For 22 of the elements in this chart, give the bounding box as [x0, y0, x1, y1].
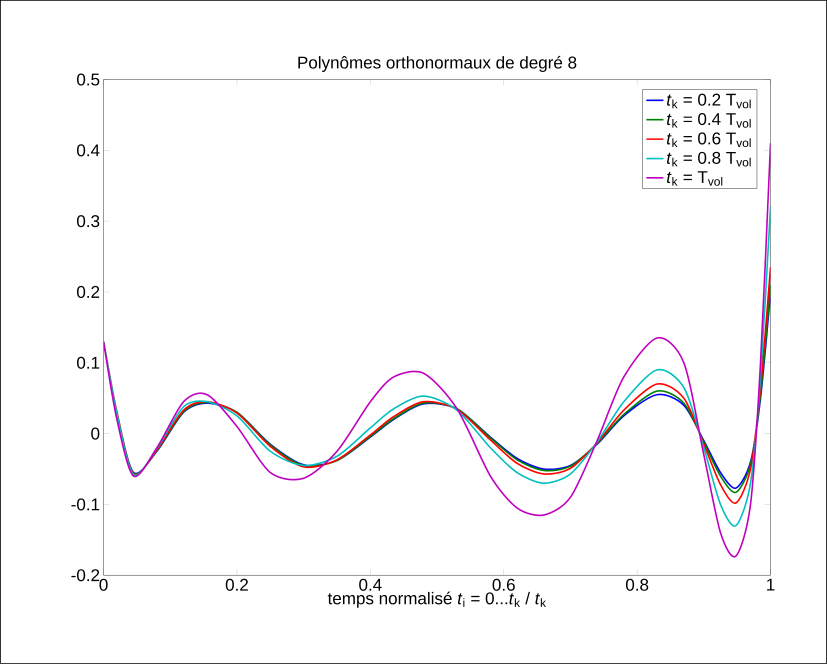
x-tick-label: 0	[99, 578, 108, 591]
y-tick-label: 0	[91, 428, 100, 440]
x-tick-label: 1	[767, 578, 774, 591]
x-tick-label: 0.6	[492, 578, 515, 591]
y-tick-label: 0.3	[77, 215, 100, 228]
legend-label: t$_{k}$ = 0.4 T$_{vol}$	[667, 113, 751, 128]
line-series	[104, 206, 771, 527]
chart-title: Polynômes orthonormaux de degré 8	[298, 56, 576, 72]
y-tick-label: -0.2	[71, 569, 100, 582]
x-tick-label: 0.4	[359, 578, 382, 591]
legend-label: t$_{k}$ = 0.8 T$_{vol}$	[667, 152, 751, 167]
y-tick-label: -0.1	[71, 498, 100, 511]
y-tick-label: 0.2	[77, 286, 100, 298]
text: temps normalisé t$_{i}$ = 0...t$_{k}$ / t$_{k}$	[328, 592, 546, 608]
y-tick-label: 0.5	[77, 74, 100, 86]
x-tick-label: 0.2	[226, 578, 248, 591]
y-tick-label: 0.1	[77, 356, 100, 369]
legend-label: t$_{k}$ = 0.6 T$_{vol}$	[667, 132, 751, 148]
x-tick-label: 0.8	[626, 578, 648, 591]
legend-label: t$_{k}$ = 0.2 T$_{vol}$	[667, 94, 751, 108]
y-tick-label: 0.4	[77, 144, 100, 156]
legend-label: t$_{k}$ = T$_{vol}$	[667, 171, 722, 186]
